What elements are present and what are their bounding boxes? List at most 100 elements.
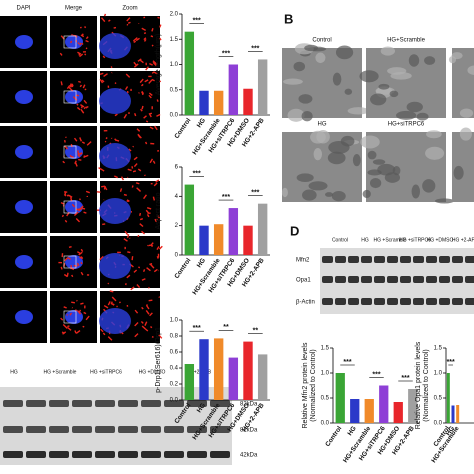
- mitochondria: [141, 306, 144, 310]
- mitochondria: [70, 155, 74, 159]
- em-texture: [344, 88, 353, 95]
- mitochondria: [141, 230, 146, 235]
- blot-header: HG +siTRPC6: [399, 237, 431, 243]
- y-axis-label: (Normalized to Control): [310, 349, 317, 421]
- y-axis-label: Relative Mfn2 protein levels: [302, 342, 309, 428]
- mitochondria: [75, 208, 81, 212]
- em-texture: [416, 112, 429, 121]
- nucleus: [15, 255, 33, 269]
- x-tick-label: HG: [346, 425, 357, 437]
- mitochondria: [123, 193, 127, 197]
- blot-band: [118, 400, 138, 407]
- mitochondria: [81, 141, 86, 145]
- mitochondria: [80, 104, 85, 108]
- mitochondria: [139, 218, 144, 221]
- mitochondria: [74, 162, 78, 167]
- blot-band: [374, 298, 385, 305]
- em-texture: [392, 165, 401, 176]
- bar: [243, 88, 253, 115]
- bar: [350, 399, 360, 423]
- mitochondria: [104, 140, 107, 143]
- mitochondria: [126, 199, 130, 202]
- mitochondria: [77, 154, 81, 158]
- mitochondria: [86, 105, 89, 108]
- blot-size: 82kDa: [240, 428, 258, 434]
- em-texture: [406, 101, 423, 113]
- bar: [199, 90, 209, 115]
- mitochondria: [131, 166, 134, 169]
- nucleus: [99, 88, 131, 114]
- mitochondria: [119, 188, 123, 192]
- mitochondria: [132, 37, 138, 42]
- mitochondria: [68, 246, 72, 249]
- bar: [228, 64, 239, 115]
- mitochondria: [136, 128, 141, 132]
- mitochondria: [66, 85, 71, 90]
- blot-band: [387, 298, 398, 305]
- mitochondria: [75, 218, 81, 223]
- em-texture: [298, 94, 313, 104]
- mitochondria: [76, 299, 78, 302]
- mitochondria: [141, 278, 146, 281]
- bar: [184, 364, 195, 400]
- mitochondria: [67, 326, 72, 331]
- blot-band: [452, 276, 463, 283]
- mitochondria: [133, 40, 137, 43]
- mitochondria: [159, 37, 162, 41]
- mitochondria: [148, 286, 150, 289]
- em-texture: [367, 150, 377, 160]
- mitochondria: [127, 21, 131, 24]
- mitochondria: [132, 145, 135, 148]
- blot-band: [322, 298, 333, 305]
- mitochondria: [100, 328, 104, 333]
- y-tick-label: 1.0: [434, 371, 443, 377]
- bar: [213, 90, 224, 115]
- x-tick-label: HG: [196, 117, 207, 129]
- y-tick-label: 4: [175, 194, 179, 200]
- mitochondria: [141, 27, 146, 31]
- mitochondria: [69, 312, 73, 316]
- mitochondria: [159, 24, 162, 28]
- mitochondria: [158, 245, 163, 250]
- mitochondria: [148, 79, 153, 84]
- blot-header: HG +2-APB: [452, 237, 474, 243]
- mitochondria: [149, 262, 153, 266]
- blot-band: [374, 276, 385, 283]
- bar: [228, 357, 239, 400]
- blot-band: [3, 451, 23, 458]
- blot-band: [164, 400, 184, 407]
- mitochondria: [135, 37, 140, 42]
- mitochondria: [72, 96, 78, 101]
- blot-band: [348, 256, 359, 263]
- mitochondria: [62, 323, 68, 329]
- mitochondria: [139, 223, 144, 228]
- em-texture: [426, 130, 442, 139]
- bar: [379, 385, 389, 423]
- mitochondria: [153, 268, 158, 273]
- em-texture: [332, 72, 342, 86]
- blot-band: [426, 276, 437, 283]
- x-tick-label: HG: [196, 257, 207, 269]
- bar: [243, 341, 253, 400]
- blot-header: HG +Scramble: [374, 237, 407, 243]
- mitochondria: [111, 296, 117, 302]
- blot-band: [400, 298, 411, 305]
- significance-label: ***: [193, 170, 201, 177]
- mitochondria: [148, 92, 153, 96]
- em-image: [452, 48, 474, 118]
- em-texture: [281, 187, 288, 198]
- em-texture: [359, 70, 379, 83]
- mitochondria: [110, 66, 113, 69]
- em-texture: [335, 45, 354, 60]
- mitochondria: [154, 218, 157, 223]
- mitochondria: [68, 86, 74, 92]
- mitochondria: [156, 255, 159, 259]
- bar: [393, 402, 403, 423]
- mitochondria: [109, 290, 114, 293]
- blot-band: [164, 451, 184, 458]
- mitochondria: [105, 137, 108, 140]
- mitochondria: [149, 126, 154, 130]
- blot-header: HG +siTRPC6: [90, 369, 122, 375]
- mitochondria: [102, 332, 106, 336]
- mitochondria: [154, 125, 158, 131]
